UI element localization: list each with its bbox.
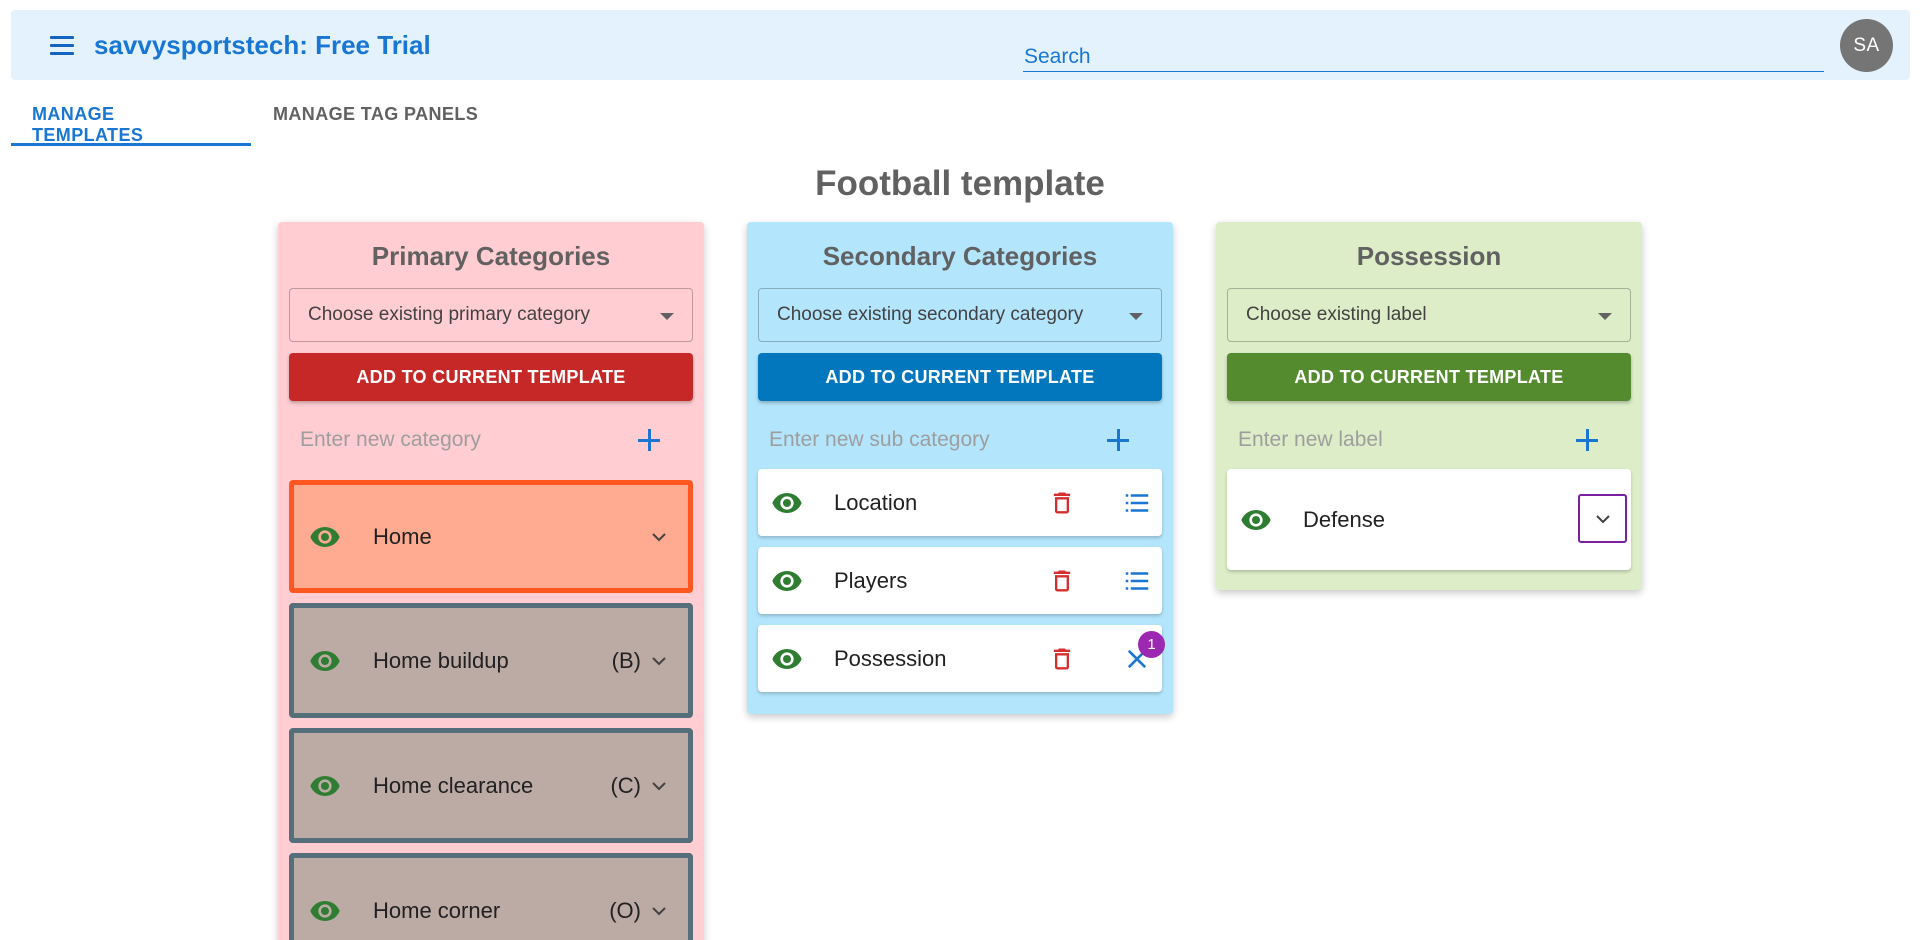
secondary-item-label: Players — [834, 567, 908, 593]
search-field — [1023, 32, 1824, 72]
search-input[interactable] — [1023, 32, 1824, 71]
secondary-panel-title: Secondary Categories — [822, 241, 1098, 271]
secondary-item-label: Location — [834, 489, 918, 515]
tab-manage-templates[interactable]: MANAGE TEMPLATES — [11, 92, 251, 146]
primary-item-shortcut: (C) — [610, 772, 641, 798]
eye-icon[interactable] — [309, 770, 341, 802]
avatar[interactable]: SA — [1840, 19, 1893, 72]
new-label-input[interactable] — [1227, 411, 1567, 469]
trash-icon[interactable] — [1048, 489, 1076, 517]
selected-count-badge: 1 — [1138, 631, 1165, 658]
primary-select-value: Choose existing primary category — [308, 304, 590, 325]
secondary-item-possession[interactable]: Possession 1 — [758, 625, 1165, 692]
possession-select-value: Choose existing label — [1246, 304, 1427, 325]
primary-panel-title: Primary Categories — [371, 241, 611, 271]
add-secondary-button[interactable]: ADD TO CURRENT TEMPLATE — [758, 353, 1162, 401]
new-sub-category-row — [758, 411, 1162, 469]
possession-panel-title: Possession — [1356, 241, 1502, 271]
chevron-down-icon[interactable] — [647, 899, 671, 923]
primary-categories-panel: Primary Categories Choose existing prima… — [278, 222, 704, 940]
primary-item-label: Home clearance — [373, 772, 534, 798]
app-title: savvysportstech: Free Trial — [94, 30, 431, 60]
secondary-list: Location Players Possession — [758, 469, 1165, 692]
chevron-down-icon[interactable] — [647, 649, 671, 673]
possession-label-select[interactable]: Choose existing label — [1227, 288, 1631, 342]
secondary-categories-panel: Secondary Categories Choose existing sec… — [747, 222, 1173, 714]
possession-panel: Possession Choose existing label ADD TO … — [1216, 222, 1642, 590]
trash-icon[interactable] — [1048, 645, 1076, 673]
trash-icon[interactable] — [1048, 567, 1076, 595]
eye-icon[interactable] — [309, 645, 341, 677]
secondary-item-label: Possession — [834, 645, 947, 671]
secondary-item-players[interactable]: Players — [758, 547, 1162, 614]
list-icon[interactable] — [1122, 488, 1152, 518]
eye-icon[interactable] — [771, 487, 803, 519]
new-category-input[interactable] — [289, 411, 629, 469]
primary-item-label: Home corner — [373, 897, 501, 923]
dropdown-caret-icon — [1129, 313, 1143, 320]
primary-item-shortcut: (O) — [609, 897, 641, 923]
secondary-category-select[interactable]: Choose existing secondary category — [758, 288, 1162, 342]
primary-item-home-buildup[interactable]: Home buildup (B) — [289, 603, 693, 718]
eye-icon[interactable] — [771, 643, 803, 675]
new-category-row — [289, 411, 693, 469]
eye-icon[interactable] — [1240, 504, 1272, 536]
primary-item-home[interactable]: Home — [289, 480, 693, 593]
eye-icon[interactable] — [309, 521, 341, 553]
eye-icon[interactable] — [309, 895, 341, 927]
secondary-select-value: Choose existing secondary category — [777, 304, 1084, 325]
list-icon[interactable] — [1122, 566, 1152, 596]
tab-manage-tag-panels[interactable]: MANAGE TAG PANELS — [273, 104, 479, 124]
add-possession-button[interactable]: ADD TO CURRENT TEMPLATE — [1227, 353, 1631, 401]
chevron-down-icon[interactable] — [647, 525, 671, 549]
plus-icon[interactable] — [635, 426, 663, 454]
dropdown-caret-icon — [660, 313, 674, 320]
primary-category-select[interactable]: Choose existing primary category — [289, 288, 693, 342]
primary-item-home-corner[interactable]: Home corner (O) — [289, 853, 693, 940]
new-sub-category-input[interactable] — [758, 411, 1098, 469]
primary-item-shortcut: (B) — [611, 647, 641, 673]
eye-icon[interactable] — [771, 565, 803, 597]
page-title: Football template — [815, 164, 1105, 203]
add-primary-button[interactable]: ADD TO CURRENT TEMPLATE — [289, 353, 693, 401]
dropdown-caret-icon — [1598, 313, 1612, 320]
plus-icon[interactable] — [1573, 426, 1601, 454]
chevron-down-icon[interactable] — [647, 774, 671, 798]
app-bar: savvysportstech: Free Trial SA — [11, 10, 1910, 80]
primary-item-label: Home — [373, 523, 432, 549]
menu-icon[interactable] — [39, 28, 85, 62]
tab-bar: MANAGE TEMPLATES MANAGE TAG PANELS — [11, 92, 500, 146]
new-label-row — [1227, 411, 1631, 469]
possession-item-label: Defense — [1303, 506, 1385, 532]
possession-item-defense[interactable]: Defense — [1227, 469, 1631, 570]
chevron-down-icon[interactable] — [1578, 494, 1627, 543]
plus-icon[interactable] — [1104, 426, 1132, 454]
primary-item-home-clearance[interactable]: Home clearance (C) — [289, 728, 693, 843]
primary-item-label: Home buildup — [373, 647, 509, 673]
secondary-item-location[interactable]: Location — [758, 469, 1162, 536]
